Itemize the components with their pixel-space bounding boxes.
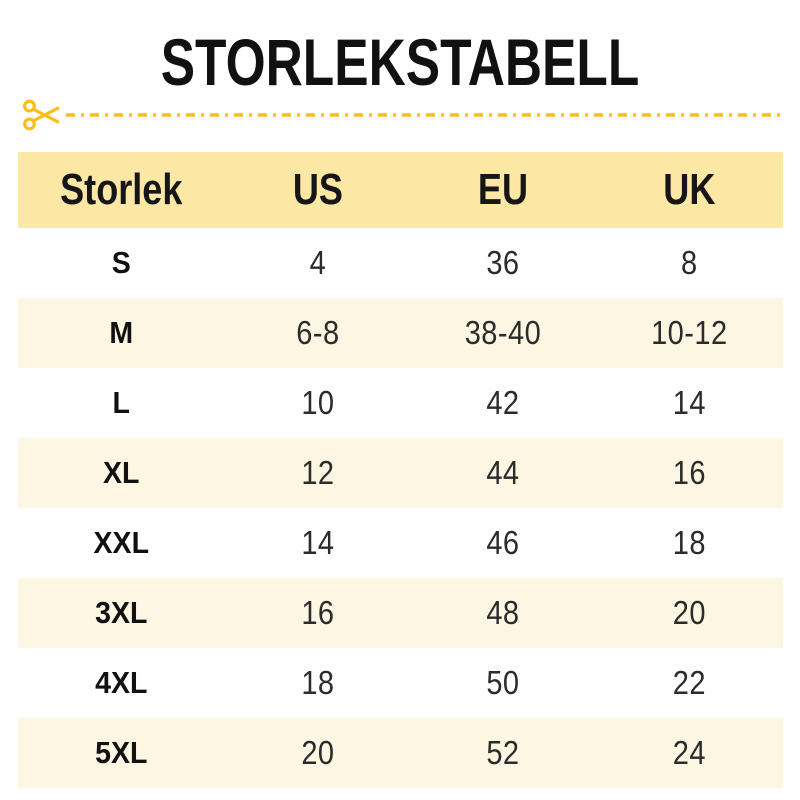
- uk-value-cell: 8: [681, 244, 698, 281]
- size-label-cell: 5XL: [95, 735, 148, 770]
- column-header-storlek: Storlek: [60, 165, 183, 214]
- cut-line: [0, 94, 800, 136]
- size-label-cell: L: [112, 385, 130, 420]
- uk-value-cell: 20: [673, 594, 707, 631]
- eu-value-cell: 38-40: [465, 314, 542, 351]
- table-row: L 10 42 14: [18, 368, 783, 438]
- column-header-eu: EU: [478, 165, 529, 214]
- size-label-cell: XXL: [93, 525, 150, 560]
- eu-value-cell: 44: [486, 454, 520, 491]
- us-value-cell: 4: [309, 244, 326, 281]
- eu-value-cell: 42: [486, 384, 520, 421]
- size-table: Storlek US EU UK S 4 36 8 M 6-8 38-40 10…: [18, 152, 783, 788]
- table-row: 5XL 20 52 24: [18, 718, 783, 788]
- dashed-cut-line: [66, 113, 782, 117]
- uk-value-cell: 10-12: [651, 314, 728, 351]
- table-header-row: Storlek US EU UK: [18, 152, 783, 228]
- us-value-cell: 20: [300, 734, 335, 771]
- size-label-cell: 4XL: [95, 665, 148, 700]
- size-chart-page: STORLEKSTABELL Storlek US EU UK S 4 36 8…: [0, 25, 800, 800]
- size-label-cell: S: [111, 245, 131, 280]
- eu-value-cell: 52: [486, 734, 520, 771]
- us-value-cell: 12: [300, 454, 335, 491]
- table-row: 3XL 16 48 20: [18, 578, 783, 648]
- size-label-cell: M: [109, 315, 134, 350]
- us-value-cell: 6-8: [295, 314, 340, 351]
- eu-value-cell: 50: [486, 664, 520, 701]
- size-label-cell: 3XL: [95, 595, 148, 630]
- size-label-cell: XL: [103, 455, 140, 490]
- table-row: XL 12 44 16: [18, 438, 783, 508]
- table-row: M 6-8 38-40 10-12: [18, 298, 783, 368]
- eu-value-cell: 48: [486, 594, 520, 631]
- scissors-icon: [23, 99, 60, 131]
- column-header-uk: UK: [663, 165, 716, 214]
- uk-value-cell: 22: [673, 664, 707, 701]
- us-value-cell: 16: [300, 594, 335, 631]
- uk-value-cell: 24: [673, 734, 707, 771]
- table-row: S 4 36 8: [18, 228, 783, 298]
- eu-value-cell: 46: [486, 524, 520, 561]
- table-row: 4XL 18 50 22: [18, 648, 783, 718]
- page-title: STORLEKSTABELL: [160, 25, 640, 99]
- uk-value-cell: 18: [673, 524, 707, 561]
- table-row: XXL 14 46 18: [18, 508, 783, 578]
- us-value-cell: 18: [300, 664, 335, 701]
- uk-value-cell: 14: [673, 384, 707, 421]
- uk-value-cell: 16: [673, 454, 707, 491]
- us-value-cell: 14: [300, 524, 335, 561]
- table-rows: S 4 36 8 M 6-8 38-40 10-12 L 10 42 14 XL…: [18, 228, 783, 788]
- us-value-cell: 10: [300, 384, 335, 421]
- column-header-us: US: [292, 165, 343, 214]
- eu-value-cell: 36: [486, 244, 520, 281]
